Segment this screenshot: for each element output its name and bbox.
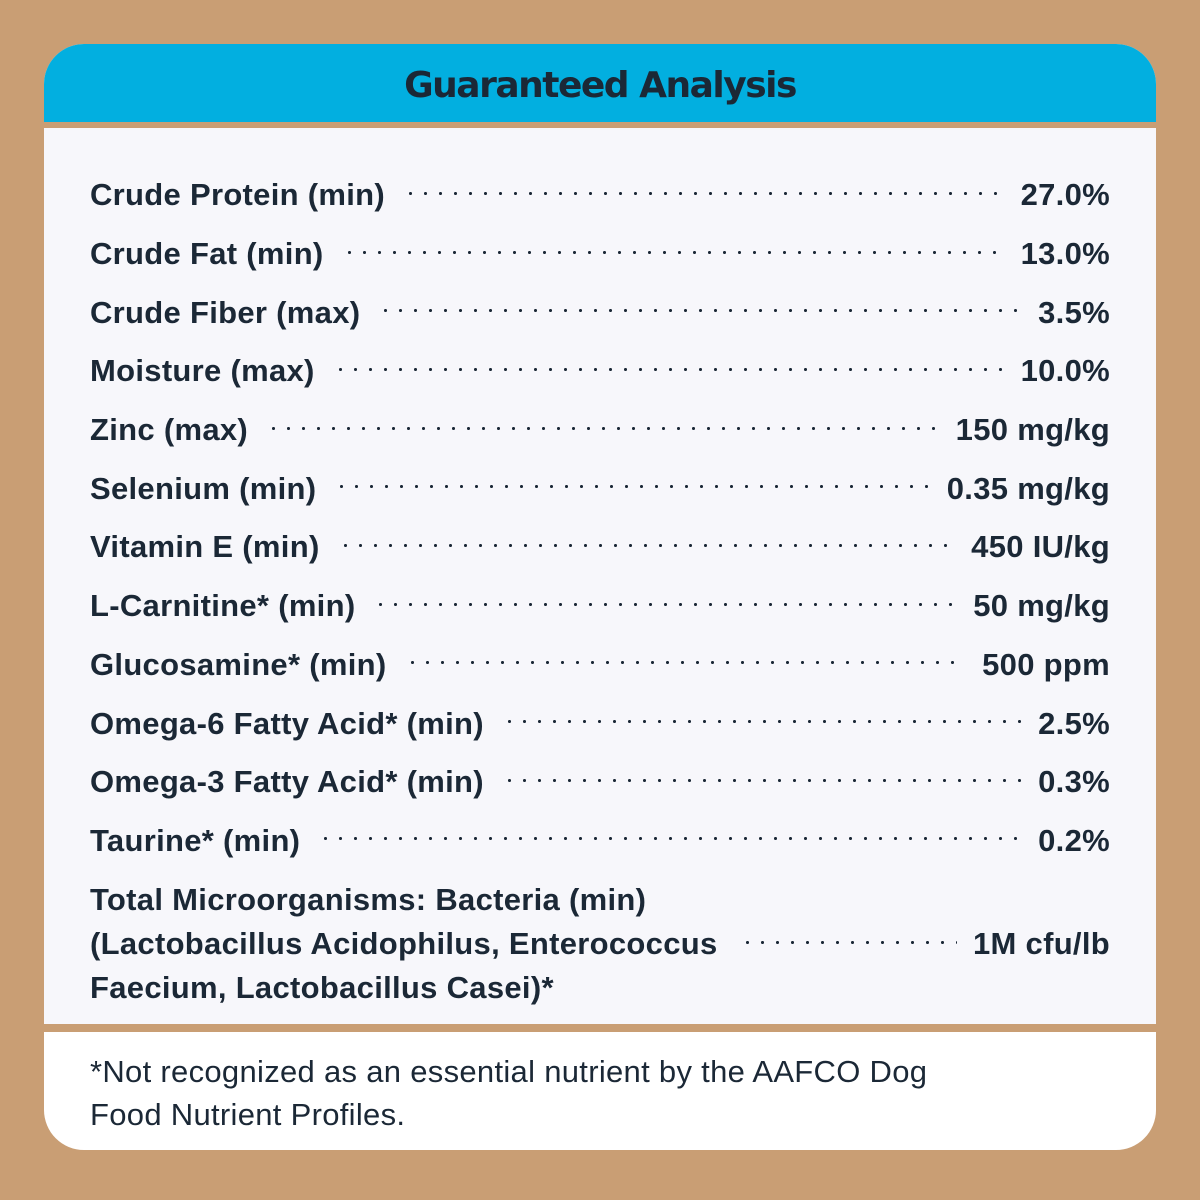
nutrient-value: 2.5%: [1038, 705, 1110, 741]
analysis-row-glucosamine: Glucosamine* (min) 500 ppm: [90, 636, 1110, 695]
nutrient-value: 0.35 mg/kg: [946, 470, 1110, 506]
dot-leader: [318, 837, 1023, 841]
analysis-row-l-carnitine: L-Carnitine* (min) 50 mg/kg: [90, 577, 1110, 636]
dot-leader: [403, 191, 1005, 195]
nutrient-value: 27.0%: [1020, 177, 1110, 213]
header-divider: [44, 122, 1156, 128]
guaranteed-analysis-card: Guaranteed Analysis Crude Protein (min) …: [44, 44, 1156, 1150]
page-title: Guaranteed Analysis: [404, 64, 797, 106]
header-bar: Guaranteed Analysis: [44, 44, 1156, 122]
analysis-row-crude-fat: Crude Fat (min) 13.0%: [90, 225, 1110, 284]
nutrient-value: 150 mg/kg: [955, 412, 1110, 448]
dot-leader: [337, 543, 956, 547]
analysis-row-zinc: Zinc (max) 150 mg/kg: [90, 401, 1110, 460]
nutrient-value: 13.0%: [1020, 236, 1110, 272]
analysis-row-crude-fiber: Crude Fiber (max) 3.5%: [90, 283, 1110, 342]
nutrient-label: Zinc (max): [90, 412, 249, 448]
dot-leader: [739, 940, 957, 944]
analysis-table: Crude Protein (min) 27.0% Crude Fat (min…: [44, 128, 1156, 1024]
dot-leader: [404, 661, 967, 665]
nutrient-label: Vitamin E (min): [90, 529, 320, 565]
dot-leader: [501, 720, 1023, 724]
analysis-row-vitamin-e: Vitamin E (min) 450 IU/kg: [90, 518, 1110, 577]
footnote: *Not recognized as an essential nutrient…: [90, 1050, 1110, 1136]
analysis-row-moisture: Moisture (max) 10.0%: [90, 342, 1110, 401]
dot-leader: [334, 485, 931, 489]
footnote-line-2: Food Nutrient Profiles.: [90, 1097, 406, 1132]
nutrient-label: Crude Fat (min): [90, 236, 324, 272]
microorganisms-label-line-3: Faecium, Lactobacillus Casei)*: [90, 970, 554, 1006]
analysis-row-taurine: Taurine* (min) 0.2%: [90, 812, 1110, 871]
nutrient-value: 450 IU/kg: [971, 529, 1110, 565]
analysis-row-microorganisms: Total Microorganisms: Bacteria (min) (La…: [90, 878, 1110, 1010]
nutrient-label: Total Microorganisms: Bacteria (min) (La…: [90, 878, 718, 1010]
dot-leader: [266, 426, 940, 430]
dot-leader: [332, 367, 1005, 371]
dot-leader: [341, 250, 1005, 254]
analysis-row-omega-6: Omega-6 Fatty Acid* (min) 2.5%: [90, 694, 1110, 753]
nutrient-label: Crude Fiber (max): [90, 294, 361, 330]
dot-leader: [378, 309, 1023, 313]
nutrient-label: Taurine* (min): [90, 822, 301, 858]
nutrient-value: 0.3%: [1038, 764, 1110, 800]
nutrient-label: Selenium (min): [90, 470, 317, 506]
nutrient-value: 0.2%: [1038, 822, 1110, 858]
nutrient-label: Omega-3 Fatty Acid* (min): [90, 764, 484, 800]
dot-leader: [373, 602, 958, 606]
nutrient-value: 3.5%: [1038, 294, 1110, 330]
analysis-row-crude-protein: Crude Protein (min) 27.0%: [90, 166, 1110, 225]
analysis-row-selenium: Selenium (min) 0.35 mg/kg: [90, 459, 1110, 518]
nutrient-label: Glucosamine* (min): [90, 646, 387, 682]
microorganisms-label-line-2: (Lactobacillus Acidophilus, Enterococcus: [90, 926, 718, 962]
analysis-rows: Crude Protein (min) 27.0% Crude Fat (min…: [90, 166, 1110, 1010]
nutrient-value: 500 ppm: [982, 646, 1110, 682]
nutrient-label: L-Carnitine* (min): [90, 588, 356, 624]
footnote-divider: [44, 1024, 1156, 1032]
footnote-line-1: *Not recognized as an essential nutrient…: [90, 1054, 928, 1089]
dot-leader: [501, 778, 1023, 782]
nutrient-label: Crude Protein (min): [90, 177, 386, 213]
nutrient-value: 1M cfu/lb: [972, 926, 1110, 962]
nutrient-value: 10.0%: [1020, 353, 1110, 389]
nutrient-label: Omega-6 Fatty Acid* (min): [90, 705, 484, 741]
nutrient-label: Moisture (max): [90, 353, 315, 389]
analysis-row-omega-3: Omega-3 Fatty Acid* (min) 0.3%: [90, 753, 1110, 812]
nutrient-value: 50 mg/kg: [973, 588, 1110, 624]
microorganisms-label-line-1: Total Microorganisms: Bacteria (min): [90, 882, 647, 918]
